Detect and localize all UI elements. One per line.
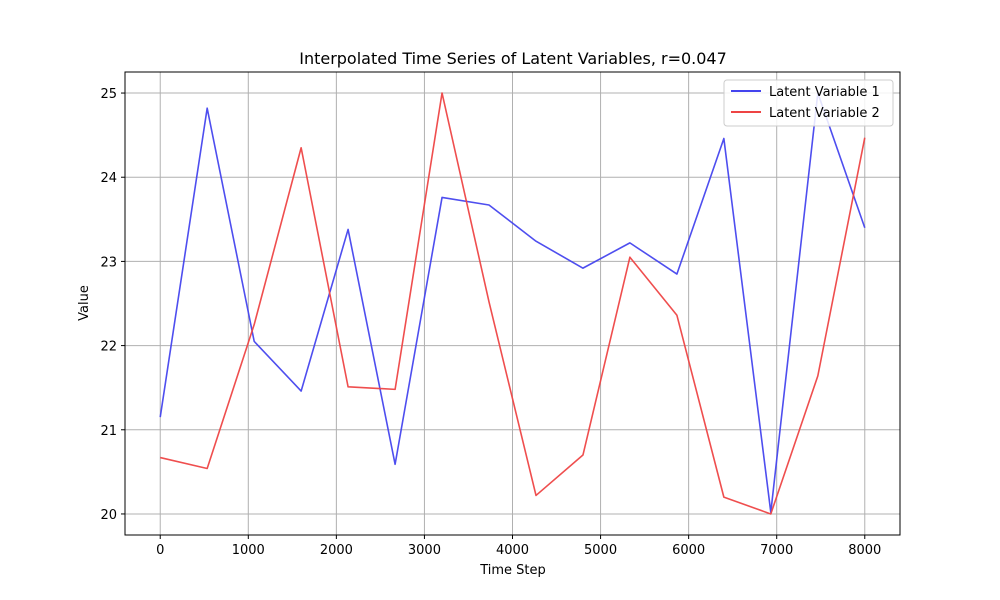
x-tick-label-6: 6000 bbox=[672, 543, 705, 558]
x-tick-label-2: 2000 bbox=[320, 543, 353, 558]
x-tick-label-3: 3000 bbox=[408, 543, 441, 558]
x-tick-label-0: 0 bbox=[156, 543, 164, 558]
x-tick-label-5: 5000 bbox=[584, 543, 617, 558]
chart-title: Interpolated Time Series of Latent Varia… bbox=[299, 49, 727, 68]
x-tick-label-1: 1000 bbox=[232, 543, 265, 558]
y-tick-label-4: 24 bbox=[100, 171, 117, 186]
y-tick-label-5: 25 bbox=[100, 87, 117, 102]
y-tick-label-0: 20 bbox=[100, 508, 117, 523]
y-tick-label-1: 21 bbox=[100, 424, 117, 439]
x-tick-label-4: 4000 bbox=[496, 543, 529, 558]
x-tick-label-7: 7000 bbox=[760, 543, 793, 558]
legend: Latent Variable 1 Latent Variable 2 bbox=[723, 79, 894, 127]
axes bbox=[121, 71, 901, 539]
series-lines bbox=[159, 92, 866, 515]
tick-labels: 0 1000 2000 3000 4000 5000 6000 7000 8000 20 21 22 2… bbox=[100, 87, 881, 558]
y-tick-label-3: 23 bbox=[100, 255, 117, 270]
x-axis-label: Time Step bbox=[479, 563, 546, 578]
legend-box bbox=[723, 79, 894, 127]
y-axis-label: Value bbox=[77, 285, 92, 321]
series-line-1 bbox=[159, 92, 866, 514]
legend-label-series-1: Latent Variable 1 bbox=[769, 85, 880, 100]
y-tick-label-2: 22 bbox=[100, 340, 117, 355]
x-tick-label-8: 8000 bbox=[848, 543, 881, 558]
series-line-2 bbox=[160, 92, 866, 515]
legend-label-series-2: Latent Variable 2 bbox=[769, 106, 880, 121]
